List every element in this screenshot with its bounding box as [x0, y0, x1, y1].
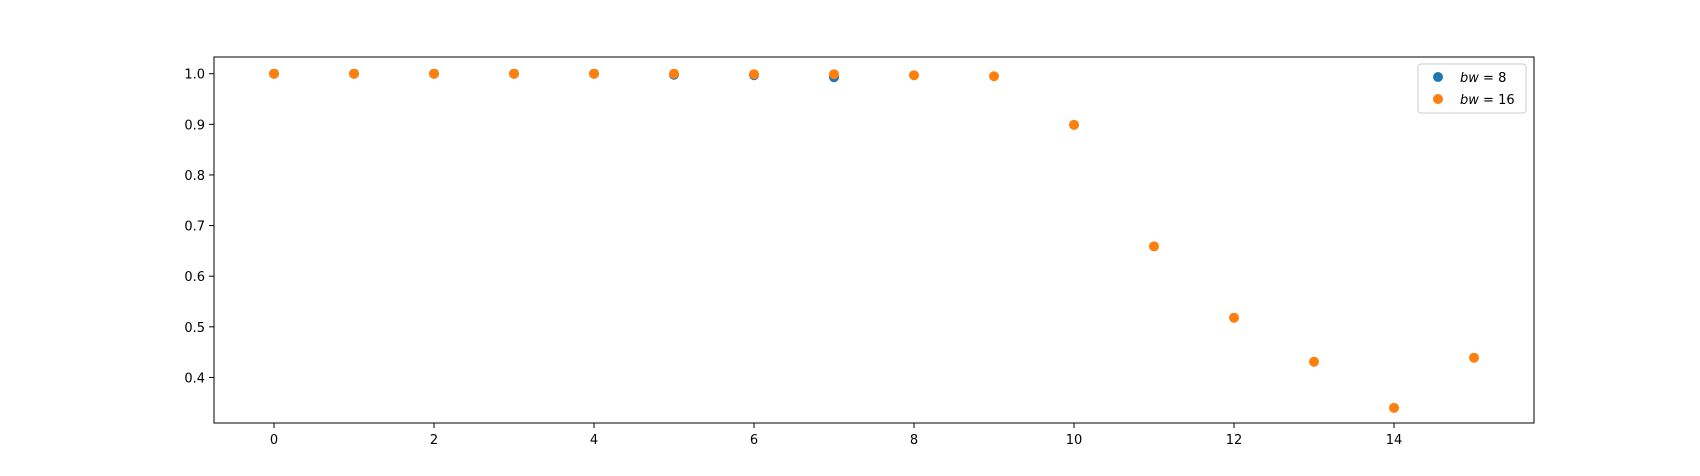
series-2-point [1149, 241, 1159, 252]
legend-marker [1433, 94, 1443, 104]
series-2-point [909, 70, 919, 81]
plot-frame [213, 56, 1535, 424]
series-2-point [429, 68, 439, 79]
y-tick-label: 0.5 [184, 321, 205, 336]
x-tick-label: 4 [590, 433, 598, 448]
series-2-point [1309, 356, 1319, 367]
series-2-point [989, 71, 999, 82]
series-2-point [1069, 119, 1079, 130]
legend-label-variable: bw [1460, 93, 1479, 108]
points-layer [269, 68, 1479, 413]
y-axis: 0.4 0.5 0.6 0.7 0.8 0.9 1.0 [184, 68, 214, 386]
series-2-point [1469, 352, 1479, 363]
y-tick-label: 0.7 [184, 220, 205, 235]
x-tick-label: 2 [430, 433, 438, 448]
series-2-point [269, 68, 279, 79]
series-2-point [749, 69, 759, 80]
legend: bw = 8 bw = 16 [1417, 63, 1527, 114]
legend-label-value: 16 [1498, 93, 1515, 108]
legend-label-variable: bw [1460, 71, 1479, 86]
x-tick-label: 8 [910, 433, 918, 448]
x-tick-label: 14 [1386, 433, 1403, 448]
x-axis: 0 2 4 6 8 10 12 14 [270, 423, 1402, 448]
y-tick-label: 0.9 [184, 118, 205, 133]
series-2-point [589, 68, 599, 79]
series-2-point [1389, 402, 1399, 413]
legend-marker [1433, 72, 1443, 82]
series-2-point [1229, 312, 1239, 323]
y-tick-label: 0.6 [184, 270, 205, 285]
y-tick-label: 0.4 [184, 371, 205, 386]
legend-box [1417, 63, 1527, 114]
series-2-point [349, 68, 359, 79]
x-tick-label: 6 [750, 433, 758, 448]
legend-label: bw = 8 [1460, 71, 1506, 86]
x-tick-label: 10 [1066, 433, 1083, 448]
x-tick-label: 12 [1226, 433, 1243, 448]
x-tick-label: 0 [270, 433, 278, 448]
series-2-point [509, 68, 519, 79]
y-tick-label: 0.8 [184, 169, 205, 184]
series-2 [269, 68, 1479, 413]
legend-label-value: 8 [1498, 71, 1506, 86]
series-2-point [669, 68, 679, 79]
legend-label: bw = 16 [1460, 93, 1515, 108]
y-tick-label: 1.0 [184, 68, 205, 83]
series-2-point [829, 69, 839, 80]
